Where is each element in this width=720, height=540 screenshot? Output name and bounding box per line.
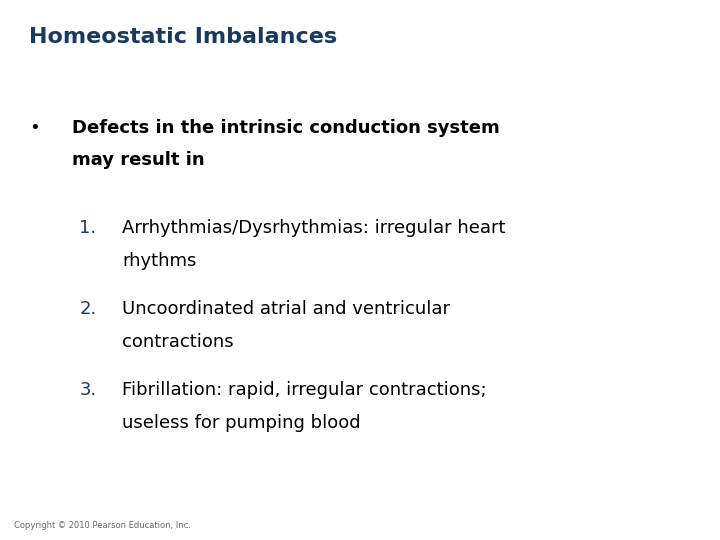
Text: useless for pumping blood: useless for pumping blood [122, 414, 361, 432]
Text: Defects in the intrinsic conduction system: Defects in the intrinsic conduction syst… [72, 119, 500, 137]
Text: 1.: 1. [79, 219, 96, 237]
Text: Arrhythmias/Dysrhythmias: irregular heart: Arrhythmias/Dysrhythmias: irregular hear… [122, 219, 506, 237]
Text: Homeostatic Imbalances: Homeostatic Imbalances [29, 27, 337, 47]
Text: •: • [29, 119, 40, 137]
Text: Fibrillation: rapid, irregular contractions;: Fibrillation: rapid, irregular contracti… [122, 381, 487, 399]
Text: may result in: may result in [72, 151, 204, 169]
Text: Uncoordinated atrial and ventricular: Uncoordinated atrial and ventricular [122, 300, 451, 318]
Text: 3.: 3. [79, 381, 96, 399]
Text: rhythms: rhythms [122, 252, 197, 270]
Text: Copyright © 2010 Pearson Education, Inc.: Copyright © 2010 Pearson Education, Inc. [14, 521, 192, 530]
Text: 2.: 2. [79, 300, 96, 318]
Text: contractions: contractions [122, 333, 234, 351]
